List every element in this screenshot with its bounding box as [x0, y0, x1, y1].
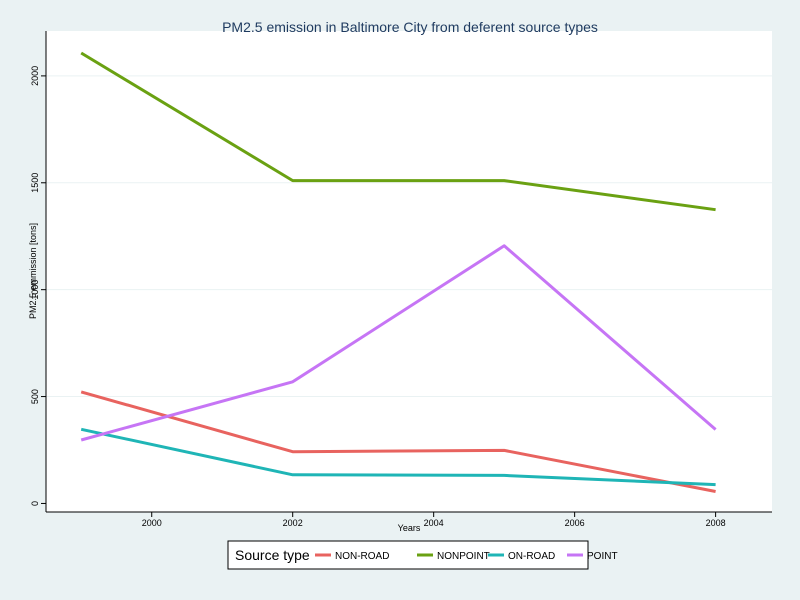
series-line-nonpoint	[80, 51, 716, 212]
plot-background	[46, 31, 772, 512]
series-lines	[80, 51, 717, 493]
legend-label-point: POINT	[587, 551, 618, 562]
series-line-non-road	[80, 390, 716, 493]
x-tick-label: 2008	[706, 518, 726, 528]
series-line-point	[80, 244, 717, 442]
y-tick-label: 1500	[30, 173, 40, 193]
y-tick-label: 500	[30, 389, 40, 404]
series-line-on-road	[80, 427, 716, 487]
legend-label-non-road: NON-ROAD	[335, 551, 389, 562]
x-tick-label: 2002	[283, 518, 303, 528]
y-axis-title: PM2.5 emmission [tons]	[28, 223, 38, 319]
x-tick-label: 2000	[142, 518, 162, 528]
x-tick-label: 2004	[424, 518, 444, 528]
legend-title: Source type	[235, 547, 310, 563]
x-tick-label: 2006	[565, 518, 585, 528]
chart-title: PM2.5 emission in Baltimore City from de…	[222, 19, 598, 35]
legend-label-on-road: ON-ROAD	[508, 551, 555, 562]
grid-lines	[46, 75, 772, 398]
legend-label-nonpoint: NONPOINT	[437, 551, 490, 562]
x-axis-title: Years	[398, 523, 421, 533]
y-tick-label: 0	[30, 501, 40, 506]
legend-box	[227, 540, 589, 570]
legend-items: NON-ROAD NONPOINT ON-ROAD POINT	[315, 551, 618, 562]
y-ticks: 0 500 1000 1500 2000	[30, 66, 46, 506]
x-ticks: 2000 2002 2004 2006 2008	[142, 512, 726, 528]
y-tick-label: 2000	[30, 66, 40, 86]
y-tick-label: 1000	[30, 280, 40, 300]
